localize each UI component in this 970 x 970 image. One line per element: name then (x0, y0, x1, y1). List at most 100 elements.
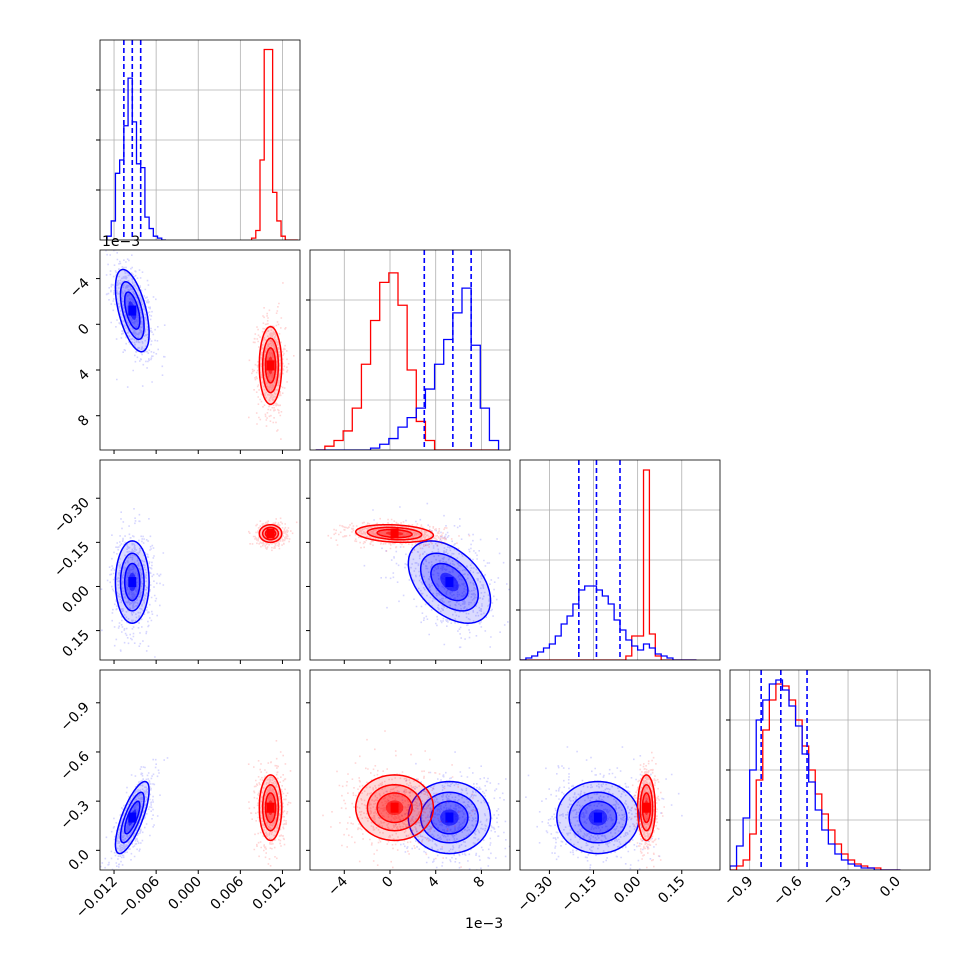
contour-blue-0 (407, 540, 492, 624)
panel-frame (519, 459, 721, 661)
panel-frame (99, 39, 301, 241)
y-tick-label-4-3: −0.9 (57, 699, 92, 734)
panel-4-2 (306, 669, 511, 874)
contour-red-0 (354, 774, 435, 842)
contour-red-1 (366, 526, 423, 541)
mode-blue (445, 812, 454, 823)
contour-blue-0 (114, 268, 150, 353)
mode-blue (128, 577, 137, 588)
contour-blue-0 (114, 780, 150, 855)
contour-red-1 (261, 526, 280, 541)
y-tick-label-2-1: 4 (75, 366, 93, 384)
x-tick-label-2-2: 4 (425, 873, 443, 891)
panel-content (322, 730, 510, 870)
y-tick-label-2-2: 0 (75, 321, 93, 339)
contour-red-1 (261, 337, 280, 394)
x-tick-label-3-0: −0.30 (515, 874, 557, 916)
y-tick-label-2-3: −4 (67, 275, 93, 301)
contour-blue-1 (419, 552, 479, 612)
contour-red-0 (354, 523, 435, 544)
contour-red-2 (641, 792, 652, 824)
panel-frame (309, 669, 511, 871)
panel-frame (99, 459, 301, 661)
hist-panel-1 (96, 39, 301, 241)
hist-blue-2 (315, 287, 500, 450)
x-tick-label-1-3: 0.006 (208, 873, 248, 913)
contour-blue-2 (123, 562, 141, 602)
hist-red-2 (315, 272, 499, 450)
contour-blue-2 (123, 291, 141, 330)
y-tick-label-3-1: 0.00 (59, 583, 92, 616)
hist-red-3 (520, 469, 697, 660)
mode-blue (128, 305, 137, 316)
samples-blue (374, 751, 510, 870)
contour-red-1 (366, 784, 423, 832)
mode-red (266, 802, 275, 813)
contour-blue-2 (430, 562, 469, 602)
hist-lines-1 (106, 48, 298, 240)
panel-3-2 (306, 459, 511, 664)
contour-red-2 (376, 792, 413, 824)
hist-red-1 (250, 48, 298, 240)
x-tick-label-1-1: −0.006 (115, 873, 163, 921)
panel-frame (99, 249, 301, 451)
y-tick-label-2-0: 8 (75, 412, 93, 430)
x-tick-label-2-0: −4 (325, 873, 351, 899)
contour-red-0 (258, 325, 283, 406)
contour-blue-2 (578, 800, 618, 835)
panel-content (525, 746, 683, 870)
hist-lines-4 (730, 679, 901, 870)
y-tick-label-3-2: −0.15 (51, 539, 93, 581)
contour-red-1 (639, 784, 654, 832)
panel-4-3 (516, 669, 721, 874)
panel-3-1 (96, 459, 301, 664)
contour-blue-1 (419, 791, 479, 844)
panel-content (105, 250, 295, 440)
x-offset-label: 1e−3 (465, 916, 503, 932)
panel-frame (99, 669, 301, 871)
x-tick-label-3-2: 0.00 (611, 874, 644, 907)
y-tick-label-4-2: −0.6 (57, 748, 92, 783)
x-tick-label-2-3: 8 (471, 874, 489, 892)
panel-frame (309, 249, 511, 451)
panel-4-1 (96, 669, 301, 874)
contour-blue-1 (119, 791, 145, 844)
panel-content (100, 508, 298, 658)
hist-lines-3 (520, 469, 697, 660)
y-offset-label: 1e−3 (102, 234, 140, 250)
hist-panel-3 (516, 459, 721, 661)
hist-lines-2 (315, 272, 500, 450)
contour-blue-1 (119, 552, 145, 612)
hist-panel-2 (306, 249, 511, 451)
contour-blue-2 (123, 800, 141, 835)
panel-content (100, 740, 292, 870)
x-tick-label-1-4: 0.012 (250, 874, 290, 914)
x-tick-label-4-0: −0.9 (721, 874, 756, 909)
x-tick-label-2-1: 0 (379, 874, 397, 892)
panel-frame (309, 459, 511, 661)
x-tick-label-4-2: −0.3 (820, 874, 855, 909)
contour-red-2 (264, 792, 277, 824)
samples-red (327, 517, 471, 556)
mode-red (266, 360, 275, 371)
mode-blue (593, 812, 602, 823)
mode-blue (445, 577, 454, 588)
y-tick-label-4-1: −0.3 (57, 798, 92, 833)
x-tick-label-3-1: −0.15 (559, 874, 601, 916)
contour-blue-0 (114, 540, 150, 624)
y-tick-label-3-3: −0.30 (51, 495, 93, 537)
hist-panel-4 (726, 669, 931, 871)
x-tick-label-3-3: 0.15 (655, 874, 688, 907)
hist-blue-3 (520, 585, 697, 660)
hist-blue-4 (730, 679, 901, 870)
x-tick-label-1-2: 0.000 (165, 874, 205, 914)
hist-red-4 (730, 683, 901, 870)
panel-frame (729, 669, 931, 871)
panel-2-1 (96, 249, 301, 454)
hist-blue-1 (106, 77, 166, 240)
x-tick-label-4-3: 0.0 (877, 874, 904, 901)
mode-red (390, 528, 399, 539)
mode-blue (128, 812, 137, 823)
y-tick-label-4-0: 0.0 (66, 847, 93, 874)
